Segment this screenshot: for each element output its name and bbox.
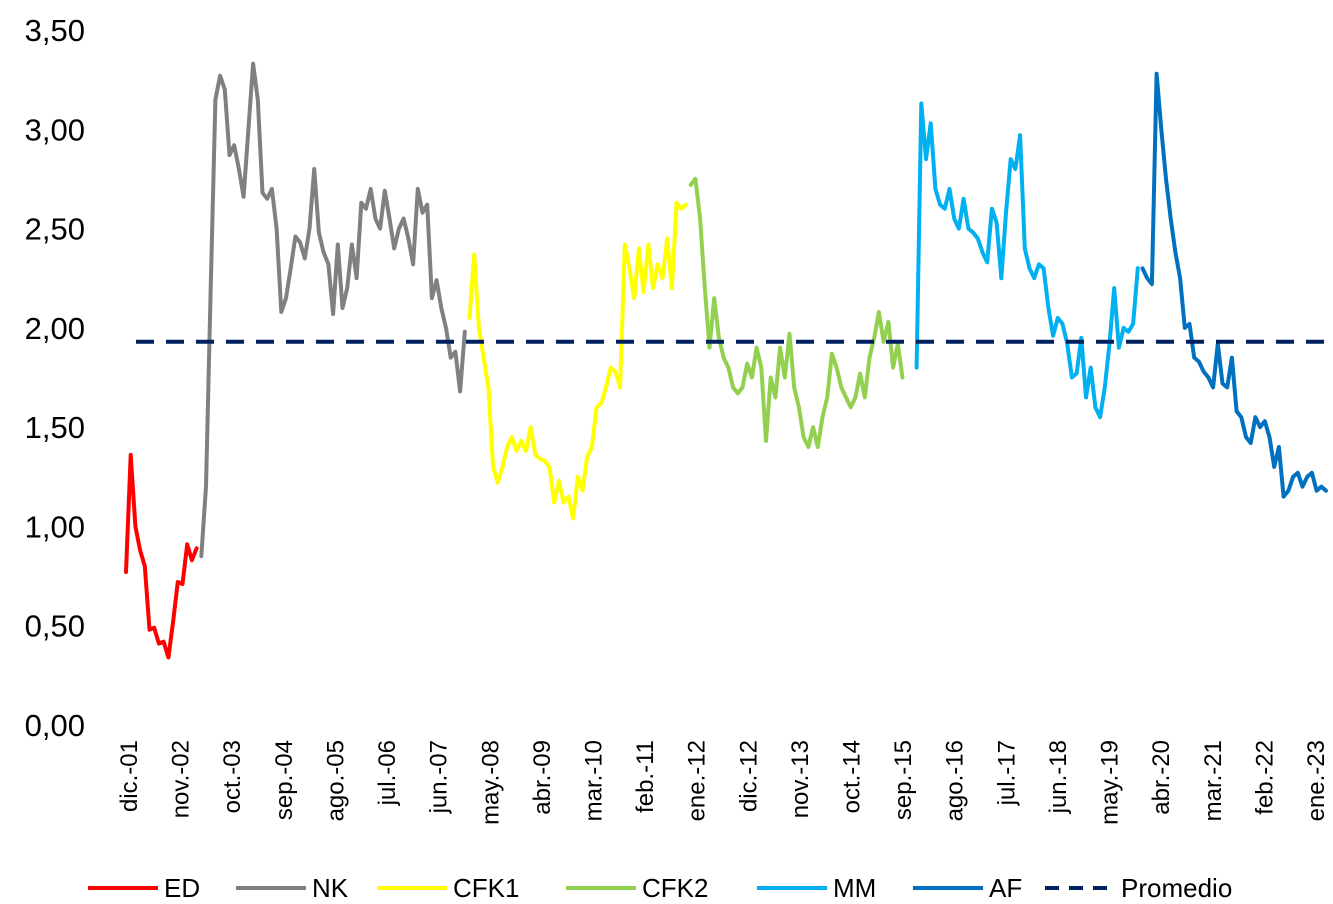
- x-tick-label: nov.-13: [787, 740, 814, 818]
- y-tick-label: 0,00: [25, 708, 85, 743]
- y-tick-label: 1,00: [25, 509, 85, 544]
- x-tick-label: dic.-01: [116, 740, 143, 812]
- x-tick-label: mar.-21: [1200, 740, 1227, 821]
- x-tick-label: may.-19: [1097, 740, 1124, 825]
- x-tick-label: oct.-14: [839, 740, 866, 813]
- x-tick-label: sep.-15: [890, 740, 917, 820]
- x-tick-label: feb.-22: [1251, 740, 1278, 815]
- x-tick-label: ago.-05: [322, 740, 349, 821]
- x-tick-label: ene.-23: [1303, 740, 1330, 821]
- x-tick-label: ago.-16: [942, 740, 969, 821]
- x-tick-label: sep.-04: [271, 740, 298, 820]
- series-line-nk: [199, 61, 467, 559]
- x-tick-label: jun.-18: [1045, 740, 1072, 814]
- legend-label-promedio: Promedio: [1121, 873, 1232, 903]
- x-tick-label: mar.-10: [580, 740, 607, 821]
- legend: ED NK CFK1 CFK2 MM AF Promedio: [88, 873, 1232, 903]
- x-tick-label: nov.-02: [168, 740, 195, 818]
- x-tick-label: ene.-12: [684, 740, 711, 821]
- x-tick-label: oct.-03: [219, 740, 246, 813]
- y-tick-label: 2,00: [25, 311, 85, 346]
- series-line-ed: [124, 452, 199, 660]
- series-line-af: [1140, 71, 1328, 499]
- y-tick-label: 1,50: [25, 410, 85, 445]
- y-tick-label: 3,50: [25, 13, 85, 48]
- x-tick-label: abr.-20: [1148, 740, 1175, 815]
- series-layer: [124, 61, 1328, 660]
- x-tick-label: jun.-07: [426, 740, 453, 814]
- legend-label-mm: MM: [833, 873, 876, 903]
- x-tick-label: abr.-09: [529, 740, 556, 815]
- legend-label-af: AF: [989, 873, 1022, 903]
- series-line-cfk2: [688, 176, 905, 449]
- x-tick-label: feb.-11: [632, 740, 659, 813]
- x-axis: dic.-01 nov.-02 oct.-03 sep.-04 ago.-05 jul.-…: [116, 740, 1330, 825]
- legend-label-cfk2: CFK2: [642, 873, 708, 903]
- y-tick-label: 3,00: [25, 112, 85, 147]
- x-tick-label: dic.-12: [735, 740, 762, 812]
- series-line-cfk1: [467, 200, 688, 521]
- y-axis: 0,00 0,50 1,00 1,50 2,00 2,50 3,00 3,50: [25, 13, 85, 743]
- x-tick-label: may.-08: [477, 740, 504, 825]
- legend-label-ed: ED: [164, 873, 200, 903]
- series-line-mm: [914, 101, 1140, 420]
- x-tick-label: jul.-17: [993, 740, 1020, 806]
- x-tick-label: jul.-06: [374, 740, 401, 806]
- legend-label-cfk1: CFK1: [453, 873, 519, 903]
- legend-label-nk: NK: [312, 873, 349, 903]
- y-tick-label: 0,50: [25, 609, 85, 644]
- y-tick-label: 2,50: [25, 212, 85, 247]
